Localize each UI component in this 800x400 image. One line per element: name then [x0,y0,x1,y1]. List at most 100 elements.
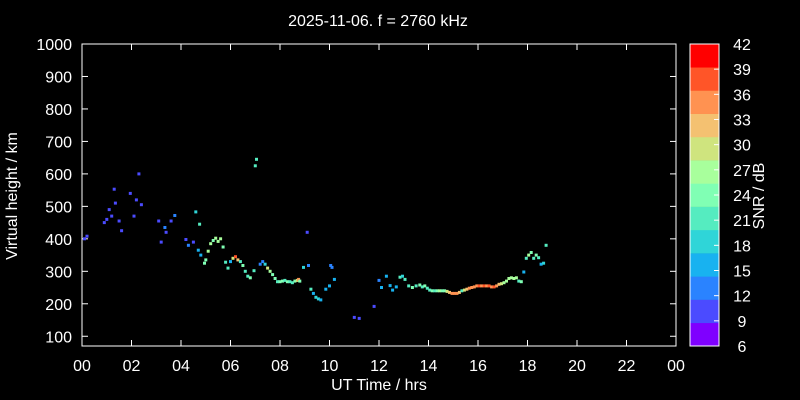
data-point [403,277,407,281]
data-point [283,278,287,282]
data-point [505,279,508,283]
y-axis-label: Virtual height / km [4,132,21,260]
x-tick-label: 04 [172,358,190,375]
data-point [209,242,213,246]
x-axis-label: UT Time / hrs [331,377,427,394]
colorbar-segment [690,253,719,277]
chart-title: 2025-11-06. f = 2760 kHz [288,13,468,30]
data-point [316,297,320,301]
x-tick-label: 00 [667,358,685,375]
data-point [544,243,548,247]
data-point [440,289,444,293]
data-point [475,284,479,288]
data-point [319,298,323,302]
colorbar-tick-label: 30 [733,138,751,155]
data-point [512,277,516,280]
data-point [324,287,328,291]
colorbar-segment [690,183,719,207]
colorbar-segment [690,206,719,231]
data-point [332,277,336,281]
colorbar-segment [690,229,719,254]
y-tick-label: 200 [45,297,72,314]
data-point [169,219,173,223]
y-tick-label: 100 [45,329,72,346]
data-point [455,291,459,295]
colorbar-segment [690,67,719,91]
data-point [509,276,513,280]
data-points [83,157,548,320]
data-point [534,253,538,257]
data-point [258,262,262,266]
y-tick-label: 1000 [36,37,72,54]
data-point [492,285,496,289]
data-point [407,284,411,288]
data-point [255,157,258,161]
data-point [480,284,484,288]
colorbar-segment [690,136,719,161]
data-point [477,284,481,288]
data-point [214,236,218,240]
data-point [137,172,141,176]
data-point [134,198,138,202]
data-point [394,285,398,289]
data-point [85,234,89,238]
data-point [112,187,116,191]
data-point [418,283,422,287]
x-tick-label: 06 [222,358,240,375]
data-point [285,280,289,284]
data-point [278,280,282,284]
data-point [139,203,143,207]
colorbar-tick-label: 39 [733,62,751,79]
colorbar-segment [690,113,719,138]
data-point [191,240,195,244]
data-point [293,279,297,283]
data-point [311,291,315,295]
data-point [527,253,531,257]
data-point [485,284,489,288]
data-point [281,279,284,283]
data-point [410,286,414,289]
data-point [423,284,427,288]
data-point [238,260,242,264]
y-tick-label: 600 [45,167,72,184]
data-point [271,273,275,277]
data-point [252,269,256,273]
data-point [221,245,225,249]
data-point [372,304,376,308]
data-point [206,249,210,253]
data-point [290,281,294,285]
data-point [276,280,279,284]
data-point [329,264,333,267]
data-point [229,260,232,264]
data-point [234,255,237,259]
x-tick-label: 14 [420,358,438,375]
data-point [236,258,240,262]
data-point [113,201,117,205]
data-point [514,276,518,280]
data-point [164,230,168,234]
data-point [128,191,132,195]
data-point [198,222,202,226]
data-point [107,208,111,212]
data-point [243,269,247,273]
colorbar-segment [690,90,719,114]
data-point [199,253,203,257]
data-point [297,277,301,281]
data-point [425,286,429,290]
data-point [173,214,177,217]
data-point [159,240,163,244]
data-point [467,286,471,290]
data-point [261,260,265,264]
colorbar-tick-label: 42 [733,37,751,54]
data-point [465,287,469,291]
y-tick-label: 800 [45,102,72,119]
colorbar-segment [690,299,719,324]
colorbar-tick-label: 12 [733,289,751,306]
data-point [246,274,250,278]
data-point [430,289,434,293]
colorbar-tick-label: 21 [733,213,751,230]
data-point [266,266,270,270]
data-point [305,230,309,234]
data-point [226,266,230,270]
